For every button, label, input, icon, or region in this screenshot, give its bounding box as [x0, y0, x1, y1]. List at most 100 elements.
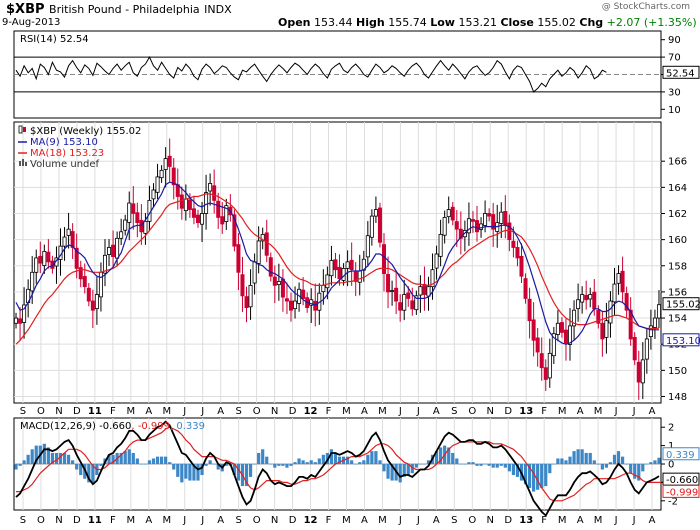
macd-histogram-bar — [305, 462, 309, 464]
macd-histogram-bar — [414, 464, 418, 468]
candle-body — [580, 294, 585, 303]
candle-body — [309, 299, 314, 306]
macd-histogram-bar — [62, 452, 67, 464]
candle-body — [187, 199, 192, 210]
candle-body — [321, 284, 326, 293]
macd-legend: MACD(12,26,9) -0.660, -0.999, 0.339 — [20, 421, 205, 432]
macd-histogram-bar — [127, 449, 131, 464]
macd-histogram-bar — [180, 464, 184, 483]
candle-body — [426, 286, 431, 297]
macd-histogram-bar — [544, 464, 548, 487]
x-tick-label: N — [487, 515, 494, 526]
histogram-value-label-box — [662, 447, 700, 461]
macd-histogram-bar — [18, 464, 22, 466]
close-label: Close — [500, 16, 534, 29]
macd-histogram-bar — [580, 449, 584, 464]
macd-histogram-bar — [14, 464, 18, 470]
macd-histogram-bar — [66, 454, 71, 464]
x-tick-label: J — [614, 515, 618, 526]
candle-body — [386, 273, 391, 293]
macd-histogram-bar — [346, 456, 350, 464]
macd-histogram-bar — [46, 447, 50, 464]
macd-histogram-bar — [34, 445, 38, 464]
candle-body — [604, 320, 609, 338]
x-tick-label: O — [37, 406, 45, 417]
x-tick-label: J — [416, 406, 420, 417]
copyright-notice: @ StockCharts.com — [601, 2, 690, 12]
macd-tick-label: 0 — [668, 460, 674, 471]
candle-body — [301, 289, 306, 299]
candle-body — [94, 294, 99, 310]
candle-body — [70, 231, 75, 248]
change-label: Chg — [579, 16, 604, 29]
macd-histogram-bar — [641, 464, 645, 472]
candle-body — [167, 155, 172, 167]
candle-body — [555, 322, 560, 335]
macd-histogram-bar — [527, 464, 532, 488]
macd-histogram-bar — [248, 464, 253, 477]
macd-histogram-bar — [536, 464, 540, 490]
macd-histogram-bar — [75, 464, 79, 470]
candle-body — [159, 169, 164, 179]
macd-legend-part: MACD(12,26,9) -0.660 — [20, 421, 131, 432]
candle-body — [171, 167, 176, 186]
macd-histogram-bar — [71, 460, 75, 464]
macd-histogram-bar — [540, 464, 544, 488]
macd-histogram-bar — [406, 464, 410, 476]
rsi-legend: RSI(14) 52.54 — [20, 34, 89, 45]
candle-body — [365, 235, 370, 258]
price-panel: 148150152154156158160162164166155.02153.… — [13, 121, 700, 417]
rsi-value-label-box — [662, 65, 700, 79]
macd-histogram-bar — [556, 458, 560, 464]
macd-histogram-bar — [552, 464, 556, 465]
x-tick-label: D — [289, 515, 297, 526]
candle-body — [155, 176, 160, 193]
candle-body — [434, 253, 439, 269]
macd-histogram-bar — [511, 464, 516, 476]
macd-histogram-bar — [503, 464, 507, 468]
macd-histogram-bar — [151, 458, 156, 464]
candle-body — [410, 300, 415, 310]
x-tick-label: 11 — [88, 515, 102, 526]
x-tick-label: M — [126, 406, 135, 417]
candle-body — [151, 189, 156, 200]
candle-body — [398, 302, 403, 311]
x-tick-label: F — [110, 406, 116, 417]
candle-body — [373, 209, 378, 217]
candle-body — [50, 260, 55, 269]
candle-body — [584, 294, 589, 301]
candle-body — [454, 221, 459, 230]
candle-body — [430, 269, 435, 288]
candle-body — [22, 304, 27, 323]
macd-histogram-bar — [483, 464, 487, 465]
candle-body — [191, 208, 196, 218]
macd-histogram-bar — [366, 454, 370, 464]
x-tick-label: A — [361, 515, 368, 526]
macd-histogram-bar — [471, 462, 475, 464]
macd-histogram-bar — [515, 464, 520, 477]
macd-histogram-bar — [22, 460, 26, 464]
candle-body — [612, 283, 617, 303]
candle-body — [559, 322, 564, 333]
macd-histogram-bar — [297, 458, 301, 464]
candle-body — [224, 205, 229, 222]
price-tick-label: 148 — [668, 392, 687, 403]
candle-body — [515, 247, 520, 259]
x-tick-label: S — [20, 515, 26, 526]
candle-body — [42, 250, 47, 266]
macd-histogram-bar — [625, 464, 629, 465]
candle-body — [588, 294, 593, 300]
macd-histogram-bar — [523, 464, 528, 485]
x-tick-label: J — [416, 515, 420, 526]
candle-body — [236, 244, 241, 273]
macd-histogram-bar — [119, 452, 123, 464]
macd-legend-part: , -0.999 — [131, 421, 170, 432]
candle-body — [216, 200, 221, 218]
candle-body — [66, 228, 71, 236]
candle-body — [572, 309, 577, 327]
macd-histogram-bar — [568, 456, 572, 464]
x-tick-label: M — [594, 515, 603, 526]
x-tick-label: A — [217, 406, 224, 417]
candle-body — [648, 325, 653, 338]
candle-body — [163, 158, 168, 170]
